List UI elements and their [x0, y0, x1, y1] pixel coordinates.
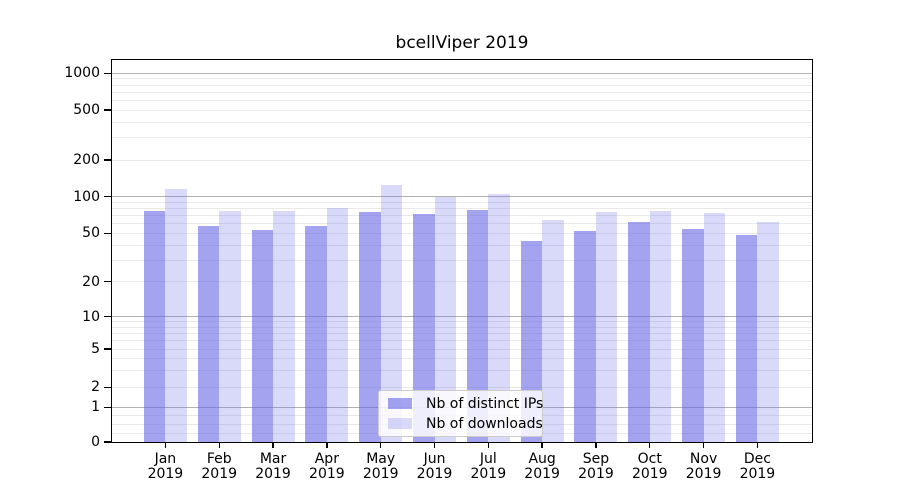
y-tick — [104, 386, 111, 388]
bar-jun-distinct-ips — [413, 214, 435, 442]
gridline-minor — [112, 386, 812, 388]
x-tick-label: May 2019 — [362, 451, 399, 482]
x-tick-label: Aug 2019 — [524, 451, 560, 482]
legend-item-downloads: Nb of downloads — [388, 416, 543, 432]
gridline-minor — [112, 215, 812, 217]
y-tick — [104, 109, 111, 111]
y-tick-label: 10 — [82, 308, 100, 325]
bar-feb-downloads — [219, 211, 241, 442]
y-tick-label: 200 — [73, 152, 100, 168]
gridline-minor — [112, 332, 812, 334]
gridline-minor — [112, 232, 812, 234]
legend: Nb of distinct IPs Nb of downloads — [378, 390, 543, 437]
bar-may-distinct-ips — [359, 211, 381, 442]
bar-sep-distinct-ips — [574, 231, 596, 442]
gridline-major — [112, 316, 812, 318]
y-tick — [104, 441, 111, 443]
bar-mar-downloads — [273, 211, 295, 442]
y-tick — [104, 348, 111, 350]
y-tick — [104, 406, 111, 408]
y-tick-label: 5 — [91, 341, 100, 357]
gridline-major — [112, 196, 812, 198]
gridline-minor — [112, 137, 812, 139]
gridline-minor — [112, 321, 812, 323]
gridline-major — [112, 72, 812, 74]
x-tick-label: Jul 2019 — [470, 451, 507, 482]
plot-area — [111, 59, 813, 443]
gridline-minor — [112, 348, 812, 350]
chart-title: bcellViper 2019 — [395, 33, 529, 53]
y-tick — [104, 232, 111, 234]
bar-aug-downloads — [542, 220, 564, 442]
legend-item-distinct-ips: Nb of distinct IPs — [388, 396, 543, 412]
gridline-minor — [112, 244, 812, 246]
gridline-minor — [112, 109, 812, 111]
gridline-minor — [112, 281, 812, 283]
gridline-minor — [112, 369, 812, 371]
bar-dec-downloads — [757, 221, 779, 442]
x-tick-label: Apr 2019 — [309, 451, 345, 482]
y-tick-label: 20 — [82, 273, 100, 290]
bar-oct-downloads — [649, 211, 672, 442]
x-tick-label: Mar 2019 — [255, 451, 291, 482]
x-tick-label: Jan 2019 — [147, 451, 184, 482]
bar-feb-distinct-ips — [197, 226, 220, 442]
y-tick-label: 0 — [91, 434, 100, 450]
gridline-minor — [112, 99, 812, 101]
bar-mar-distinct-ips — [251, 230, 274, 442]
y-tick-label: 1000 — [64, 65, 100, 82]
gridline-minor — [112, 201, 812, 203]
y-tick — [104, 196, 111, 198]
bar-dec-distinct-ips — [735, 235, 758, 442]
bar-jun-downloads — [434, 196, 456, 442]
gridline-minor — [112, 91, 812, 93]
x-tick-label: Oct 2019 — [631, 451, 668, 482]
gridline-minor — [112, 340, 812, 341]
y-tick-label: 2 — [91, 379, 100, 396]
legend-label-distinct-ips: Nb of distinct IPs — [426, 395, 544, 412]
legend-swatch-downloads — [388, 418, 412, 429]
bar-apr-distinct-ips — [305, 226, 327, 442]
y-tick — [104, 316, 111, 318]
y-tick — [104, 159, 111, 161]
legend-swatch-distinct-ips — [388, 398, 412, 409]
gridline-minor — [112, 223, 812, 225]
gridline-minor — [112, 84, 812, 86]
legend-label-downloads: Nb of downloads — [426, 415, 543, 432]
bar-jul-downloads — [488, 194, 510, 442]
y-tick-label: 100 — [73, 188, 100, 205]
x-tick-label: Nov 2019 — [685, 451, 722, 482]
gridline-minor — [112, 121, 812, 123]
bar-jan-distinct-ips — [143, 210, 166, 442]
bar-nov-downloads — [703, 213, 726, 442]
bar-nov-distinct-ips — [682, 229, 704, 442]
gridline-minor — [112, 78, 812, 80]
y-tick-label: 1 — [91, 399, 100, 416]
bar-may-downloads — [380, 184, 403, 442]
bar-apr-downloads — [326, 208, 349, 442]
x-tick-label: Feb 2019 — [201, 451, 238, 482]
y-tick — [104, 72, 111, 74]
x-tick-label: Jun 2019 — [416, 451, 453, 482]
gridline-minor — [112, 326, 812, 328]
gridline-minor — [112, 159, 812, 161]
x-tick-label: Dec 2019 — [739, 451, 776, 482]
bar-jan-downloads — [165, 189, 187, 442]
bar-sep-downloads — [595, 211, 618, 442]
y-tick-label: 50 — [82, 225, 100, 242]
gridline-minor — [112, 259, 812, 261]
gridline-minor — [112, 357, 812, 359]
y-tick — [104, 281, 111, 283]
bar-jul-distinct-ips — [466, 209, 489, 442]
bar-oct-distinct-ips — [628, 221, 650, 442]
gridline-minor — [112, 207, 812, 209]
x-tick-label: Sep 2019 — [578, 451, 614, 482]
y-tick-label: 500 — [73, 102, 100, 118]
